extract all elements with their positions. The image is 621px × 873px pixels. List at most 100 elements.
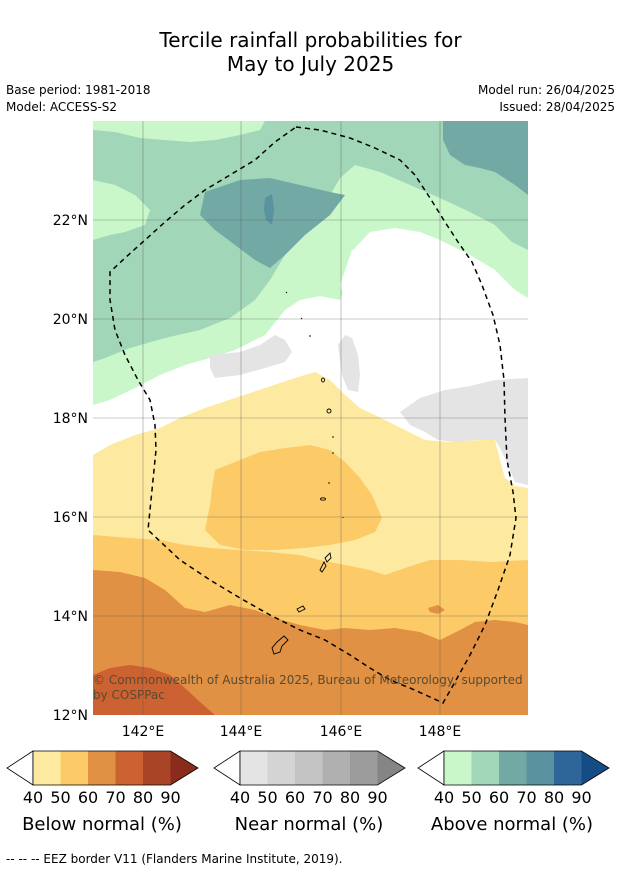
eez-border [109, 126, 517, 704]
colorbar-above-title: Above normal (%) [431, 814, 593, 835]
colorbar-near-swatch-80 [350, 751, 378, 785]
colorbar-below-swatch-40 [33, 751, 61, 785]
longitude-labels: 142°E 144°E 146°E 148°E [122, 724, 462, 740]
colorbar-below-tick: 70 [105, 788, 125, 807]
island-outlines [271, 291, 344, 655]
colorbar-below-title: Below normal (%) [22, 814, 182, 835]
colorbar-above-tick: 70 [516, 788, 536, 807]
graticule [93, 121, 528, 715]
island-guam [271, 635, 289, 655]
lat-label-16n: 16°N [53, 510, 88, 526]
base-period-text: Base period: 1981-2018 [6, 83, 151, 97]
above-normal-40-band [93, 121, 265, 142]
copyright-line-2: by COSPPac [93, 688, 165, 702]
colorbar-below-tick: 60 [78, 788, 98, 807]
colorbar-near-swatch-70 [322, 751, 350, 785]
lon-label-146e: 146°E [320, 724, 363, 740]
issued-text: Issued: 28/04/2025 [499, 100, 615, 114]
lat-label-18n: 18°N [53, 411, 88, 427]
colorbar-above-ticks: 40 50 60 70 80 90 [434, 788, 592, 807]
colorbar-near-tick: 50 [257, 788, 277, 807]
colorbar-below-tick: 90 [160, 788, 180, 807]
lat-label-22n: 22°N [53, 213, 88, 229]
eez-footnote: -- -- -- EEZ border V11 (Flanders Marine… [6, 852, 343, 866]
colorbar-near-low-arrow [213, 750, 241, 786]
below-normal-70-region [93, 665, 215, 715]
colorbar-above-tick: 40 [434, 788, 454, 807]
above-normal-40-west [93, 180, 150, 240]
colorbar-near-swatch-40 [240, 751, 268, 785]
colorbar-above-normal: 40 50 60 70 80 90 Above normal (%) [417, 750, 610, 835]
below-normal-50-region-centre [205, 445, 382, 550]
colorbar-near-ticks: 40 50 60 70 80 90 [230, 788, 388, 807]
colorbar-below-normal: 40 50 60 70 80 90 Below normal (%) [6, 750, 199, 835]
colorbar-above-high-arrow [581, 751, 609, 785]
above-normal-60-region-northeast [443, 121, 528, 195]
colorbar-above-tick: 80 [544, 788, 564, 807]
colorbar-near-title: Near normal (%) [235, 814, 384, 835]
island-pagan [326, 408, 332, 414]
colorbar-below-high-arrow [170, 751, 198, 785]
colorbar-above-tick: 60 [489, 788, 509, 807]
lat-label-12n: 12°N [53, 708, 88, 724]
model-run-text: Model run: 26/04/2025 [477, 83, 615, 97]
title-line-1: Tercile rainfall probabilities for [159, 28, 462, 52]
island-uracas [285, 291, 288, 294]
meta-left: Base period: 1981-2018 Model: ACCESS-S2 [6, 82, 151, 116]
colorbar-near-tick: 70 [312, 788, 332, 807]
island-agrihan [321, 377, 325, 383]
near-normal-40-region-west [210, 335, 292, 378]
above-normal-70-spot [264, 194, 274, 225]
island-rota [296, 605, 306, 613]
map-title: Tercile rainfall probabilities for May t… [0, 28, 621, 76]
colorbar-near-swatch-50 [267, 751, 295, 785]
no-dominant-region-east [340, 238, 528, 382]
colorbar-below-tick: 80 [133, 788, 153, 807]
colorbar-below-swatch-80 [143, 751, 171, 785]
lon-label-144e: 144°E [220, 724, 263, 740]
colorbar-near-swatch-60 [295, 751, 323, 785]
island-farallon-de-pajaros [300, 317, 303, 320]
latitude-labels: 22°N 20°N 18°N 16°N 14°N 12°N [53, 213, 88, 724]
island-saipan [324, 552, 332, 563]
lat-label-14n: 14°N [53, 609, 88, 625]
lon-label-148e: 148°E [419, 724, 462, 740]
colorbar-below-swatch-50 [60, 751, 88, 785]
colorbar-below-outline [32, 750, 199, 786]
above-normal-60-region-centre [200, 178, 345, 268]
colorbar-above-swatch-80 [554, 751, 582, 785]
colorbar-near-tick: 90 [367, 788, 387, 807]
colorbar-above-low-arrow [417, 750, 445, 786]
colorbar-above-outline [443, 750, 610, 786]
map-plot-area: © Commonwealth of Australia 2025, Bureau… [93, 121, 528, 715]
colorbar-above-swatch-70 [526, 751, 554, 785]
lon-label-142e: 142°E [122, 724, 165, 740]
colorbar-near-high-arrow [377, 751, 405, 785]
colorbar-below-swatch-70 [115, 751, 143, 785]
colorbar-above-swatch-50 [471, 751, 499, 785]
colorbar-above-tick: 90 [571, 788, 591, 807]
colorbar-above-swatch-40 [444, 751, 472, 785]
below-normal-60-region [93, 570, 528, 715]
colorbar-below-tick: 50 [50, 788, 70, 807]
colorbar-above-tick: 50 [461, 788, 481, 807]
colorbar-near-tick: 60 [285, 788, 305, 807]
lat-label-20n: 20°N [53, 312, 88, 328]
copyright-line-1: © Commonwealth of Australia 2025, Bureau… [93, 673, 523, 687]
model-text: Model: ACCESS-S2 [6, 100, 118, 114]
colorbar-below-swatch-60 [88, 751, 116, 785]
title-line-2: May to July 2025 [226, 52, 395, 76]
colorbar-below-tick: 40 [23, 788, 43, 807]
colorbar-near-tick: 40 [230, 788, 250, 807]
near-normal-40-region-east [400, 378, 528, 485]
below-normal-60-spot [428, 605, 445, 614]
meta-right: Model run: 26/04/2025 Issued: 28/04/2025 [478, 82, 615, 116]
island-anatahan [320, 497, 326, 501]
colorbar-near-outline [239, 750, 406, 786]
colorbar-below-low-arrow [6, 750, 34, 786]
colorbar-near-tick: 80 [340, 788, 360, 807]
colorbar-below-ticks: 40 50 60 70 80 90 [23, 788, 181, 807]
near-normal-40-region-centre [338, 335, 360, 392]
island-tinian [319, 560, 327, 573]
